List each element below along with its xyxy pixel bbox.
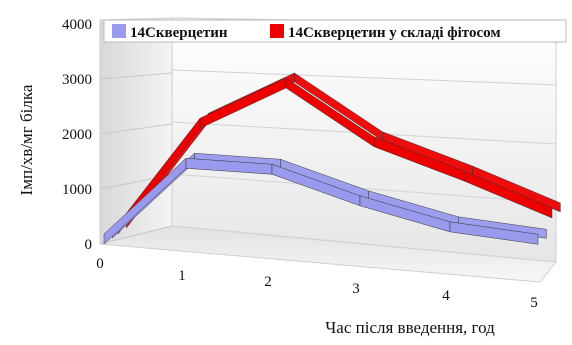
legend-swatch-phytosome	[270, 24, 284, 38]
x-tick-label: 1	[178, 268, 186, 284]
x-axis-label: Час після введення, год	[325, 318, 495, 337]
series-phytosome-ribbon-segment	[463, 170, 553, 219]
legend-label-quercetin: 14Скверцетин	[130, 25, 228, 41]
x-tick-labels: 0 1 2 3 4 5	[96, 256, 538, 311]
x-tick-label: 5	[530, 295, 538, 311]
legend-label-phytosome: 14Скверцетин у складі фітосом	[288, 25, 501, 41]
gridline	[171, 173, 557, 204]
x-tick-label: 2	[264, 274, 272, 290]
gridline-side	[99, 123, 173, 135]
series-layer	[103, 72, 561, 245]
legend-swatch-quercetin	[112, 24, 126, 38]
y-tick-label: 0	[85, 237, 93, 253]
legend: 14Скверцетин 14Скверцетин у складі фітос…	[103, 19, 567, 43]
gridline-side	[99, 225, 173, 245]
y-tick-label: 4000	[62, 17, 92, 33]
y-tick-label: 1000	[62, 182, 92, 198]
gridline-side	[99, 72, 173, 80]
gridline	[171, 225, 557, 263]
series-quercetin-ribbon	[103, 152, 547, 245]
y-tick-labels: 0 1000 2000 3000 4000	[62, 17, 92, 253]
legend-background	[103, 19, 567, 43]
x-tick-label: 3	[352, 281, 360, 297]
y-tick-label: 2000	[62, 127, 92, 143]
x-tick-label: 4	[442, 288, 450, 304]
gridline	[171, 69, 557, 86]
series-quercetin-ribbon-segment	[449, 221, 539, 245]
y-axis-label: Імп/хв/мг білка	[17, 84, 36, 195]
y-tick-label: 3000	[62, 72, 92, 88]
x-tick-label: 0	[96, 256, 104, 272]
